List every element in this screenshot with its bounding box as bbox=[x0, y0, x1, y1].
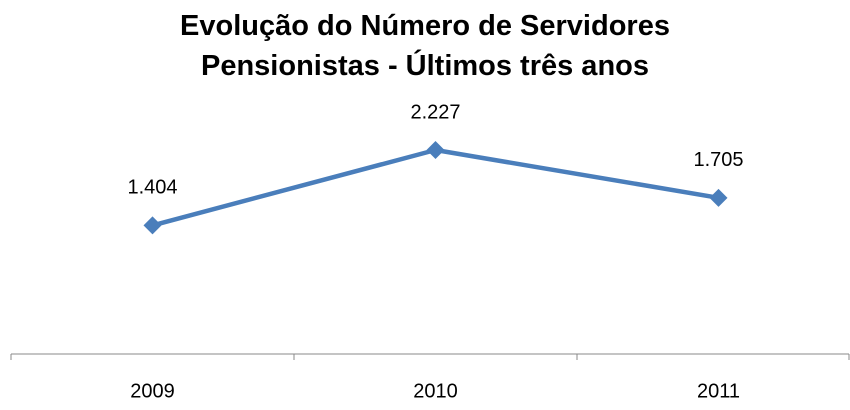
x-tick-label: 2010 bbox=[413, 380, 458, 402]
data-label: 2.227 bbox=[410, 101, 460, 123]
x-tick-label: 2011 bbox=[697, 380, 740, 402]
x-tick-label: 2009 bbox=[130, 380, 175, 402]
marker bbox=[143, 216, 162, 235]
chart-title: Evolução do Número de Servidores Pension… bbox=[180, 10, 670, 82]
marker bbox=[426, 141, 445, 160]
title-box: Evolução do Número de Servidores Pension… bbox=[0, 6, 850, 86]
marker bbox=[709, 188, 728, 207]
line bbox=[151, 147, 719, 228]
data-label: 1.404 bbox=[127, 177, 177, 199]
data-label: 1.705 bbox=[693, 149, 743, 171]
